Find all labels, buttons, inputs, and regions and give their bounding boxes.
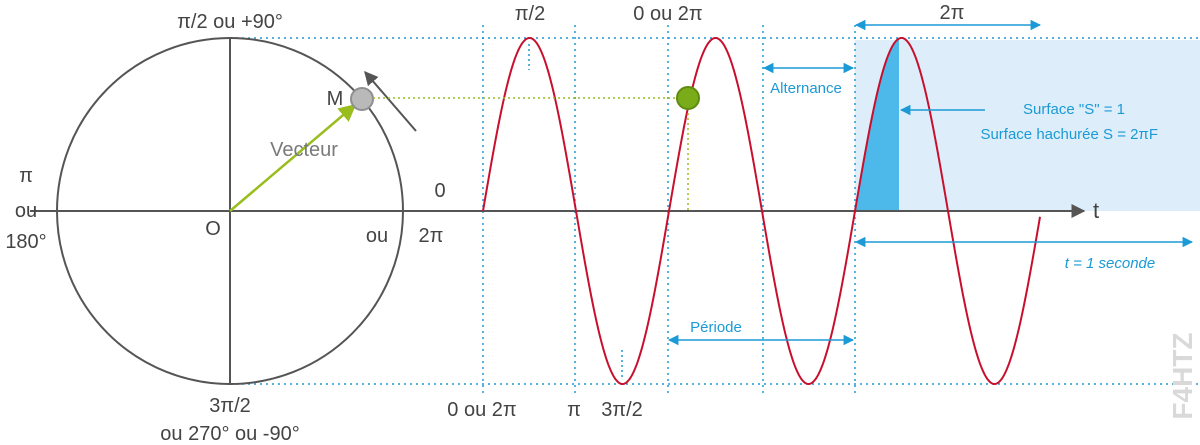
peak-label-0-2pi: 0 ou 2π (633, 3, 702, 25)
circle-left-label-pi: π (19, 165, 33, 187)
axis-label-t: t (1093, 198, 1099, 223)
circle-right-label-zero: 0 (434, 180, 445, 202)
circle-right-label-ou: ou (366, 225, 388, 247)
shaded-area-surface (855, 38, 899, 211)
point-m-label: M (327, 88, 344, 110)
bottom-label-3pi2: 3π/2 (601, 399, 643, 421)
bottom-label-pi: π (567, 399, 581, 421)
circle-top-label: π/2 ou +90° (177, 11, 283, 33)
watermark: F4HTZ (1167, 332, 1198, 419)
point-m (350, 87, 374, 111)
sine-wave (482, 37, 1041, 385)
alternance-label: Alternance (770, 80, 842, 97)
time-one-second-label: t = 1 seconde (1065, 255, 1155, 272)
circle-bottom-label-deg: ou 270° ou -90° (160, 423, 299, 445)
center-label-o: O (205, 218, 221, 240)
circle-bottom-label-3pi2: 3π/2 (209, 395, 251, 417)
circle-left-label-deg: 180° (5, 231, 46, 253)
surface-label-2: Surface hachurée S = 2πF (980, 126, 1158, 143)
twopi-label: 2π (940, 2, 965, 24)
rotation-direction-arrow (364, 70, 417, 132)
circle-left-label-ou: ou (15, 200, 37, 222)
circle-right-label-2pi: 2π (419, 225, 444, 247)
bottom-label-0-2pi: 0 ou 2π (447, 399, 516, 421)
surface-label-1: Surface "S" = 1 (1023, 101, 1125, 118)
shaded-area-light (855, 40, 1200, 211)
projected-point (676, 86, 700, 110)
peak-label-pi2: π/2 (515, 3, 545, 25)
vector-label: Vecteur (270, 139, 338, 161)
rotation-vector (229, 103, 357, 212)
periode-label: Période (690, 319, 742, 336)
